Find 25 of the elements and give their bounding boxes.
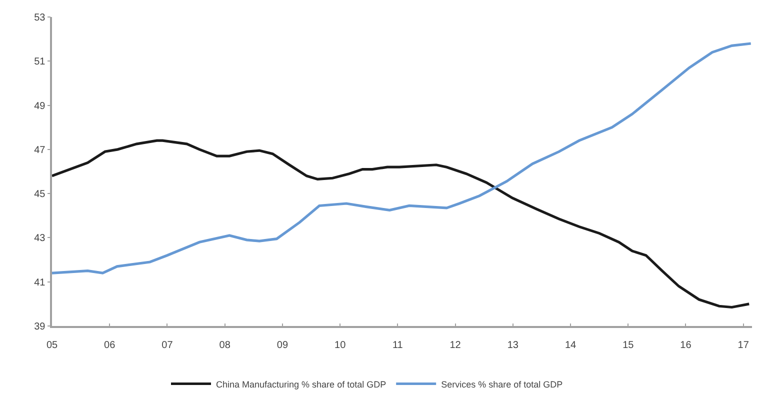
x-tick-label: 17 xyxy=(738,340,750,351)
line-series xyxy=(52,42,752,274)
x-tick-label: 13 xyxy=(507,340,519,351)
y-tick-label: 47 xyxy=(34,144,46,156)
x-tick-label: 07 xyxy=(162,340,174,351)
x-tick-label: 09 xyxy=(276,340,288,351)
y-tick-label: 45 xyxy=(34,189,46,200)
x-tick-label: 14 xyxy=(564,340,577,351)
y-tick-label: 49 xyxy=(34,100,46,112)
x-tick-label: 15 xyxy=(622,340,634,351)
x-tick-label: 16 xyxy=(680,340,692,351)
x-tick-label: 05 xyxy=(46,340,58,351)
x-tick-label: 11 xyxy=(392,340,404,351)
legend-label: Services % share of total GDP xyxy=(441,379,563,390)
line-series xyxy=(52,139,750,309)
x-tick-label: 08 xyxy=(219,340,231,351)
y-tick-label: 39 xyxy=(34,322,46,332)
x-tick-label: 10 xyxy=(334,340,346,351)
y-tick-label: 53 xyxy=(34,12,46,24)
y-tick-label: 41 xyxy=(34,277,46,288)
y-tick-label: 43 xyxy=(34,233,46,244)
x-tick-label: 06 xyxy=(104,340,116,351)
legend-label: China Manufacturing % share of total GDP xyxy=(216,379,386,390)
x-tick-label: 12 xyxy=(450,340,462,351)
y-tick-label: 51 xyxy=(34,56,46,68)
